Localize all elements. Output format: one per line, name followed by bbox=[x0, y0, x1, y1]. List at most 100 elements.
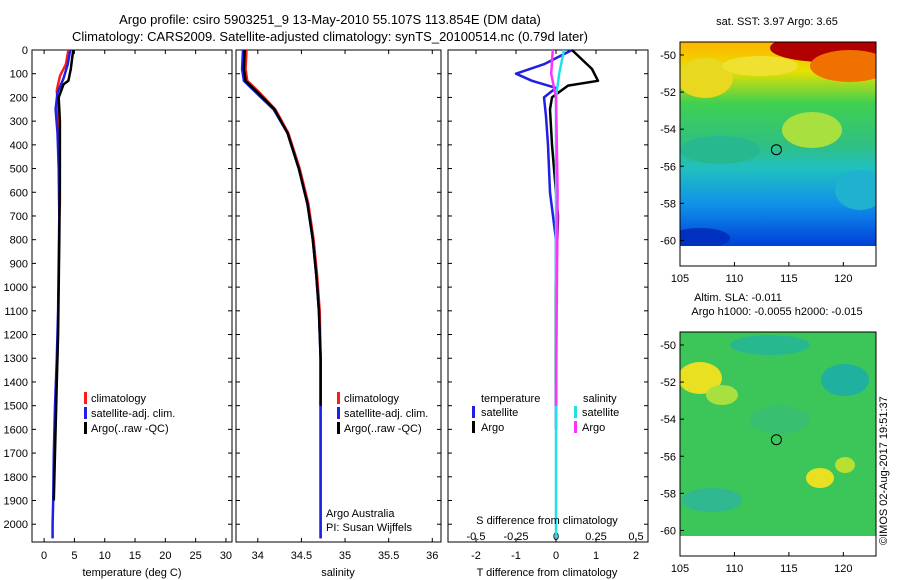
lon-tick-label: 105 bbox=[671, 563, 689, 575]
annotation-argo-australia: Argo Australia bbox=[326, 508, 395, 520]
legend-label-t-argo: Argo bbox=[481, 422, 504, 434]
sla-axis-ticks: -50 -52 -54 -56 -58 -60 105 110 115 120 bbox=[660, 340, 852, 575]
figure-title-line1: Argo profile: csiro 5903251_9 13-May-201… bbox=[119, 12, 541, 27]
depth-tick-label: 1900 bbox=[4, 496, 28, 508]
legend-label-climatology: climatology bbox=[91, 393, 147, 405]
sst-map-panel: sat. SST: 3.97 Argo: 3.65 -50-52-54-56-5… bbox=[660, 16, 877, 285]
difference-x-ticks: -2 -1 0 1 2 bbox=[471, 50, 639, 562]
lat-tick-label: -50 bbox=[660, 50, 676, 62]
legend-swatch-satellite bbox=[337, 407, 340, 419]
salinity-panel: 34 34.5 35 35.5 36 salinity climatology sate… bbox=[235, 49, 442, 579]
sla-low-patch bbox=[730, 335, 810, 355]
x-tick-label: 35 bbox=[339, 550, 351, 562]
warm-patch bbox=[722, 56, 798, 76]
s-tick-label: 0.5 bbox=[628, 531, 643, 543]
lon-tick-label: 120 bbox=[834, 563, 852, 575]
depth-tick-label: 1300 bbox=[4, 353, 28, 365]
legend-label-s-satellite: satellite bbox=[582, 407, 619, 419]
legend-swatch-argo bbox=[337, 422, 340, 434]
legend-salinity-heading: salinity bbox=[583, 393, 617, 405]
depth-tick-label: 0 bbox=[22, 45, 28, 57]
series-line-argo-raw-qc bbox=[52, 49, 75, 501]
sla-high-patch bbox=[680, 362, 722, 394]
lon-tick-label: 120 bbox=[834, 273, 852, 285]
depth-tick-label: 1200 bbox=[4, 330, 28, 342]
legend-swatch-t-satellite bbox=[472, 406, 475, 418]
temperature-xlabel: temperature (deg C) bbox=[82, 567, 181, 579]
salinity-x-ticks: 34 34.5 35 35.5 36 bbox=[252, 50, 438, 562]
series-line-argo-raw-qc bbox=[242, 49, 322, 406]
sla-map-title: Altim. SLA: -0.011 bbox=[694, 292, 782, 304]
depth-tick-label: 700 bbox=[10, 211, 28, 223]
sst-heatmap bbox=[680, 42, 876, 246]
sla-float-marker bbox=[770, 434, 782, 446]
sst-blank-strip bbox=[680, 246, 876, 266]
s-difference-label: S difference from climatology bbox=[476, 515, 618, 527]
lon-tick-label: 115 bbox=[780, 273, 798, 285]
salinity-legend: climatology satellite-adj. clim. Argo(..… bbox=[337, 392, 428, 435]
sla-heatmap bbox=[680, 332, 876, 536]
sla-high-patch bbox=[706, 385, 738, 405]
difference-axes-frame bbox=[447, 49, 649, 543]
x-tick-label: 36 bbox=[426, 550, 438, 562]
legend-label-satellite: satellite-adj. clim. bbox=[344, 408, 428, 420]
sla-low-patch bbox=[821, 364, 869, 396]
x-tick-label: 2 bbox=[633, 550, 639, 562]
temperature-panel: 0100200300400500600700800900100011001200… bbox=[4, 45, 233, 579]
depth-tick-label: 300 bbox=[10, 116, 28, 128]
sla-high-patch bbox=[835, 457, 855, 473]
difference-legend: temperature salinity satellite Argo sate… bbox=[472, 393, 619, 434]
lat-tick-label: -54 bbox=[660, 124, 676, 136]
temperature-depth-ticks: 0 100 200 300 400 500 600 700 800 900 1000 1100 1200… bbox=[4, 45, 232, 531]
series-line-s-argo bbox=[549, 49, 559, 406]
legend-swatch-climatology bbox=[337, 392, 340, 404]
sst-axes-frame bbox=[679, 41, 877, 267]
depth-tick-label: 1400 bbox=[4, 377, 28, 389]
cold-patch bbox=[680, 228, 730, 246]
depth-tick-label: 900 bbox=[10, 258, 28, 270]
legend-swatch-s-satellite bbox=[574, 406, 577, 418]
x-tick-label: -2 bbox=[471, 550, 481, 562]
x-tick-label: 15 bbox=[129, 550, 141, 562]
lat-tick-label: -56 bbox=[660, 161, 676, 173]
imos-timestamp: ©IMOS 02-Aug-2017 19:51:37 bbox=[878, 396, 890, 545]
x-tick-label: 25 bbox=[190, 550, 202, 562]
temperature-x-ticks: 0 5 10 15 20 25 30 bbox=[41, 50, 232, 562]
sst-axis-ticks: -50 -52 -54 -56 -58 -60 105 110 115 120 bbox=[660, 50, 852, 285]
lat-tick-label: -56 bbox=[660, 451, 676, 463]
lat-tick-label: -52 bbox=[660, 377, 676, 389]
legend-swatch-argo bbox=[84, 422, 87, 434]
x-tick-label: 1 bbox=[593, 550, 599, 562]
x-tick-label: 34 bbox=[252, 550, 264, 562]
lon-tick-label: 110 bbox=[726, 273, 744, 285]
depth-tick-label: 1000 bbox=[4, 282, 28, 294]
x-tick-label: 30 bbox=[220, 550, 232, 562]
lat-tick-label: -52 bbox=[660, 87, 676, 99]
sla-high-patch bbox=[806, 468, 834, 488]
sla-low-patch bbox=[682, 488, 742, 512]
annotation-pi: PI: Susan Wijffels bbox=[326, 522, 412, 534]
lon-tick-label: 110 bbox=[726, 563, 744, 575]
sla-axes-frame bbox=[679, 331, 877, 557]
legend-label-argo: Argo(..raw -QC) bbox=[91, 423, 169, 435]
x-tick-label: 20 bbox=[159, 550, 171, 562]
legend-label-s-argo: Argo bbox=[582, 422, 605, 434]
legend-label-argo: Argo(..raw -QC) bbox=[344, 423, 422, 435]
lat-tick-label: -50 bbox=[660, 340, 676, 352]
lon-tick-label: 115 bbox=[780, 563, 798, 575]
lon-tick-label: 105 bbox=[671, 273, 689, 285]
mid-patch bbox=[782, 112, 842, 148]
sla-blank-strip bbox=[680, 536, 876, 556]
depth-tick-label: 1800 bbox=[4, 472, 28, 484]
lat-tick-label: -54 bbox=[660, 414, 676, 426]
difference-lines bbox=[514, 48, 600, 539]
difference-s-ticks: -0.5 -0.25 0 0.25 0.5 bbox=[467, 531, 644, 543]
figure-title-line2: Climatology: CARS2009. Satellite-adjuste… bbox=[72, 29, 588, 44]
x-tick-label: 5 bbox=[71, 550, 77, 562]
depth-tick-label: 800 bbox=[10, 235, 28, 247]
salinity-xlabel: salinity bbox=[321, 567, 355, 579]
x-tick-label: 0 bbox=[553, 550, 559, 562]
t-difference-xlabel: T difference from climatology bbox=[477, 567, 618, 579]
salinity-lines bbox=[240, 49, 322, 539]
